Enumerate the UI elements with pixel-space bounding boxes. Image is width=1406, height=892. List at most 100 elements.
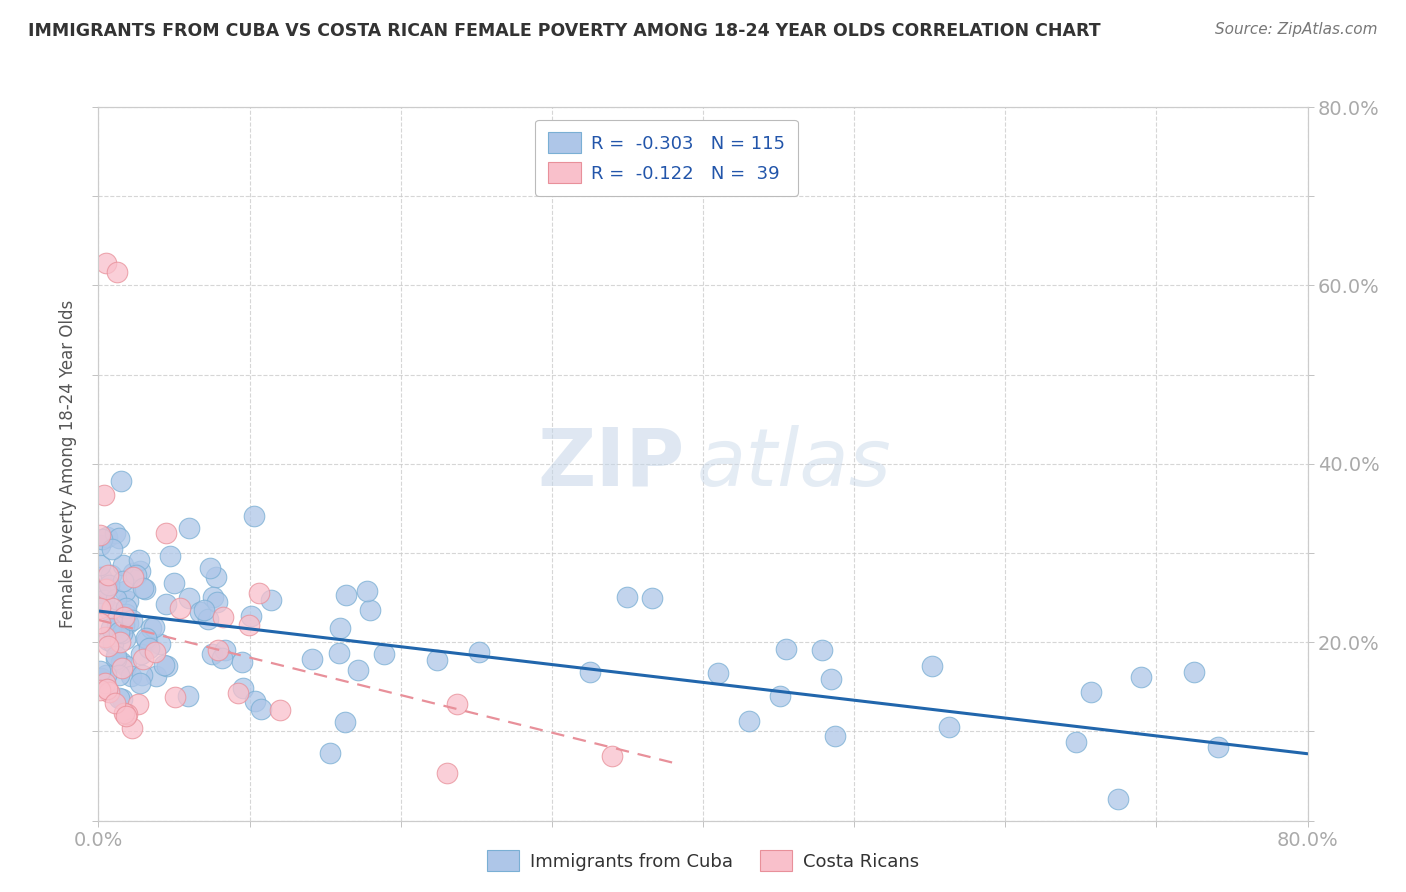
Point bbox=[121, 722, 143, 736]
Point bbox=[232, 681, 254, 695]
Point bbox=[90, 585, 112, 599]
Point bbox=[824, 729, 846, 743]
Point bbox=[120, 669, 142, 683]
Point bbox=[96, 530, 118, 544]
Point bbox=[128, 675, 150, 690]
Point bbox=[115, 600, 138, 615]
Point bbox=[436, 766, 458, 780]
Point bbox=[117, 706, 139, 721]
Point bbox=[600, 748, 623, 763]
Point bbox=[335, 588, 357, 602]
Point bbox=[127, 697, 149, 711]
Point bbox=[226, 686, 249, 700]
Point bbox=[159, 549, 181, 564]
Point bbox=[329, 621, 352, 635]
Point bbox=[100, 621, 122, 635]
Legend: R =  -0.303   N = 115, R =  -0.122   N =  39: R = -0.303 N = 115, R = -0.122 N = 39 bbox=[536, 120, 799, 195]
Point bbox=[616, 590, 638, 604]
Point bbox=[1064, 735, 1087, 749]
Point bbox=[138, 641, 160, 656]
Point bbox=[149, 637, 172, 651]
Point bbox=[90, 570, 112, 584]
Point bbox=[426, 653, 449, 667]
Point bbox=[110, 655, 132, 669]
Point bbox=[97, 639, 120, 653]
Y-axis label: Female Poverty Among 18-24 Year Olds: Female Poverty Among 18-24 Year Olds bbox=[59, 300, 77, 628]
Point bbox=[231, 655, 253, 669]
Point bbox=[96, 681, 118, 696]
Point bbox=[335, 714, 357, 729]
Point bbox=[201, 648, 224, 662]
Point bbox=[193, 603, 215, 617]
Point bbox=[139, 621, 162, 635]
Point bbox=[101, 636, 124, 650]
Point bbox=[89, 615, 111, 630]
Point bbox=[153, 658, 176, 673]
Point bbox=[115, 607, 138, 622]
Point bbox=[250, 702, 273, 716]
Point bbox=[111, 626, 134, 640]
Point bbox=[98, 604, 121, 618]
Point bbox=[201, 591, 224, 605]
Point bbox=[131, 647, 153, 661]
Point bbox=[111, 558, 134, 573]
Point bbox=[91, 533, 114, 547]
Point bbox=[738, 714, 761, 728]
Point bbox=[93, 676, 115, 690]
Point bbox=[117, 594, 139, 608]
Point bbox=[211, 651, 233, 665]
Point bbox=[467, 645, 489, 659]
Point bbox=[121, 570, 143, 584]
Point bbox=[446, 698, 468, 712]
Point bbox=[122, 566, 145, 580]
Point bbox=[238, 618, 260, 632]
Point bbox=[96, 581, 118, 595]
Point bbox=[214, 643, 236, 657]
Point bbox=[1080, 685, 1102, 699]
Point bbox=[105, 619, 128, 633]
Point bbox=[247, 586, 270, 600]
Point bbox=[207, 643, 229, 657]
Text: Source: ZipAtlas.com: Source: ZipAtlas.com bbox=[1215, 22, 1378, 37]
Point bbox=[128, 553, 150, 567]
Legend: Immigrants from Cuba, Costa Ricans: Immigrants from Cuba, Costa Ricans bbox=[479, 843, 927, 879]
Point bbox=[578, 665, 600, 680]
Point bbox=[775, 641, 797, 656]
Point bbox=[243, 694, 266, 708]
Point bbox=[129, 564, 152, 578]
Point bbox=[145, 668, 167, 682]
Point bbox=[1182, 665, 1205, 680]
Point bbox=[260, 593, 283, 607]
Point bbox=[163, 575, 186, 590]
Point bbox=[135, 631, 157, 645]
Point bbox=[97, 632, 120, 647]
Point bbox=[100, 568, 122, 582]
Text: atlas: atlas bbox=[697, 425, 891, 503]
Point bbox=[93, 593, 115, 607]
Point bbox=[94, 668, 117, 682]
Point bbox=[301, 652, 323, 666]
Point bbox=[93, 488, 115, 502]
Point bbox=[921, 659, 943, 673]
Point bbox=[163, 690, 186, 704]
Point bbox=[1107, 791, 1129, 805]
Point bbox=[177, 521, 200, 535]
Point bbox=[104, 648, 127, 663]
Point bbox=[105, 265, 128, 279]
Point bbox=[169, 601, 191, 615]
Point bbox=[346, 663, 368, 677]
Point bbox=[114, 583, 136, 598]
Point bbox=[89, 601, 111, 615]
Point bbox=[811, 642, 834, 657]
Point bbox=[105, 591, 128, 606]
Point bbox=[89, 682, 111, 697]
Point bbox=[142, 620, 165, 634]
Point bbox=[117, 616, 139, 631]
Point bbox=[89, 538, 111, 552]
Point bbox=[110, 474, 132, 488]
Point bbox=[112, 610, 135, 624]
Point bbox=[104, 526, 127, 541]
Point bbox=[197, 612, 219, 626]
Point bbox=[1206, 740, 1229, 755]
Point bbox=[90, 671, 112, 685]
